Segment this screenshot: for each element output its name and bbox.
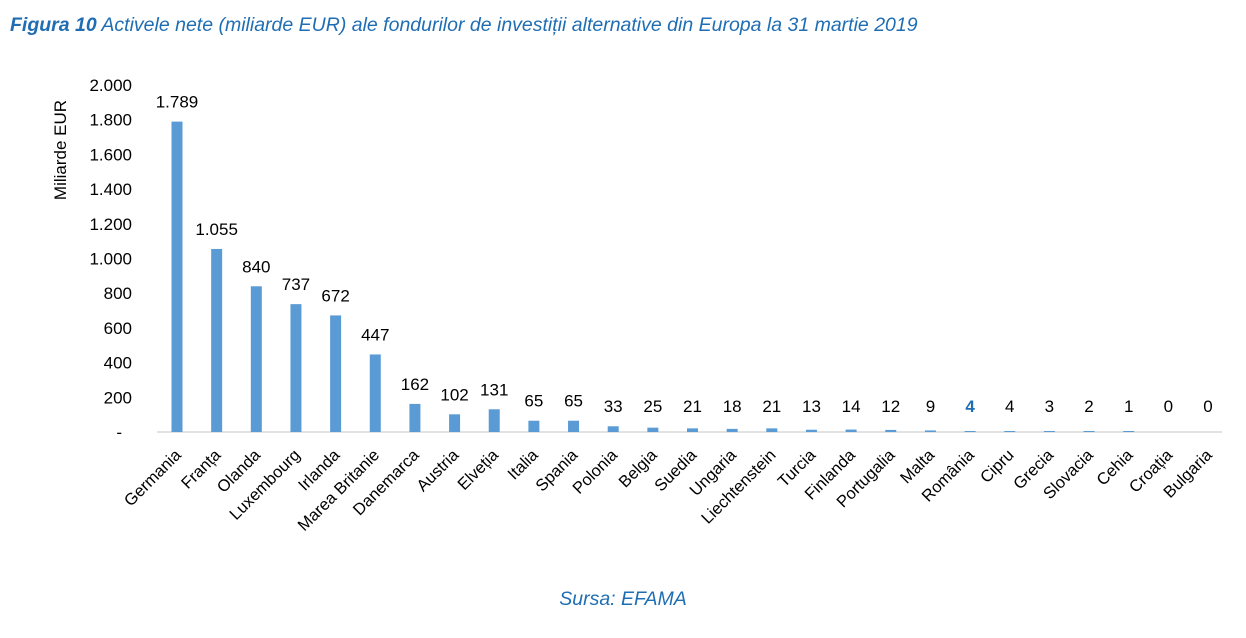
bar-chart: Miliarde EUR-2004006008001.0001.2001.400… bbox=[51, 76, 1222, 535]
bar bbox=[1043, 431, 1055, 432]
data-label: 13 bbox=[802, 397, 821, 416]
bar bbox=[845, 429, 857, 432]
bar bbox=[1004, 431, 1016, 432]
bar bbox=[369, 354, 381, 432]
y-tick-label: 400 bbox=[104, 354, 132, 373]
bar bbox=[449, 414, 461, 432]
data-label: 0 bbox=[1164, 397, 1173, 416]
data-label: 447 bbox=[361, 325, 389, 344]
y-tick-label: 1.800 bbox=[89, 111, 132, 130]
x-tick-label: Austria bbox=[413, 446, 463, 496]
bar bbox=[488, 409, 500, 432]
y-tick-label: 600 bbox=[104, 319, 132, 338]
bar bbox=[409, 403, 421, 432]
figure-source: Sursa: EFAMA bbox=[559, 588, 687, 610]
figure-number: Figura 10 bbox=[10, 14, 97, 36]
x-tick-label: Elveția bbox=[454, 446, 502, 494]
bar bbox=[805, 429, 817, 432]
data-label: 131 bbox=[480, 380, 508, 399]
y-tick-label: 800 bbox=[104, 284, 132, 303]
y-tick-label: - bbox=[116, 423, 122, 442]
bar bbox=[568, 420, 580, 432]
data-label: 1.055 bbox=[195, 220, 238, 239]
data-label: 102 bbox=[440, 385, 468, 404]
bar bbox=[766, 428, 778, 432]
data-label: 14 bbox=[842, 397, 861, 416]
data-label: 672 bbox=[321, 286, 349, 305]
bar bbox=[330, 315, 342, 432]
data-label: 18 bbox=[723, 397, 742, 416]
y-tick-label: 2.000 bbox=[89, 76, 132, 95]
data-label: 12 bbox=[881, 397, 900, 416]
data-label: 65 bbox=[564, 392, 583, 411]
data-label: 3 bbox=[1045, 397, 1054, 416]
data-label: 162 bbox=[401, 375, 429, 394]
bar bbox=[607, 426, 619, 432]
data-label: 0 bbox=[1203, 397, 1212, 416]
bar bbox=[964, 431, 976, 432]
bar bbox=[687, 428, 698, 432]
bar bbox=[647, 427, 659, 432]
figure-title: Figura 10 Activele nete (miliarde EUR) a… bbox=[10, 14, 918, 37]
y-tick-label: 1.600 bbox=[89, 145, 132, 164]
bar bbox=[726, 428, 738, 432]
data-label: 1 bbox=[1124, 397, 1133, 416]
y-tick-label: 1.000 bbox=[89, 250, 132, 269]
bar bbox=[1083, 431, 1095, 432]
data-label: 4 bbox=[965, 397, 975, 416]
data-label: 9 bbox=[926, 397, 935, 416]
bar bbox=[250, 286, 262, 432]
figure-title-text: Activele nete (miliarde EUR) ale fonduri… bbox=[101, 14, 918, 36]
bar bbox=[211, 248, 223, 432]
data-label: 737 bbox=[282, 275, 310, 294]
x-tick-label: Germania bbox=[121, 446, 186, 511]
data-label: 840 bbox=[242, 257, 270, 276]
y-tick-label: 200 bbox=[104, 388, 132, 407]
bar bbox=[885, 429, 897, 432]
y-tick-label: 1.200 bbox=[89, 215, 132, 234]
x-tick-label: Polonia bbox=[569, 446, 621, 498]
bar bbox=[290, 304, 302, 432]
bar bbox=[528, 420, 540, 432]
y-tick-label: 1.400 bbox=[89, 180, 132, 199]
data-label: 33 bbox=[604, 397, 623, 416]
data-label: 21 bbox=[762, 397, 781, 416]
bar bbox=[1123, 431, 1135, 432]
y-axis-label: Miliarde EUR bbox=[51, 100, 70, 200]
data-label: 25 bbox=[643, 397, 662, 416]
bar bbox=[171, 121, 183, 433]
bar bbox=[924, 430, 936, 432]
data-label: 65 bbox=[524, 392, 543, 411]
data-label: 4 bbox=[1005, 397, 1014, 416]
data-label: 2 bbox=[1084, 397, 1093, 416]
data-label: 1.789 bbox=[156, 93, 199, 112]
data-label: 21 bbox=[683, 397, 702, 416]
